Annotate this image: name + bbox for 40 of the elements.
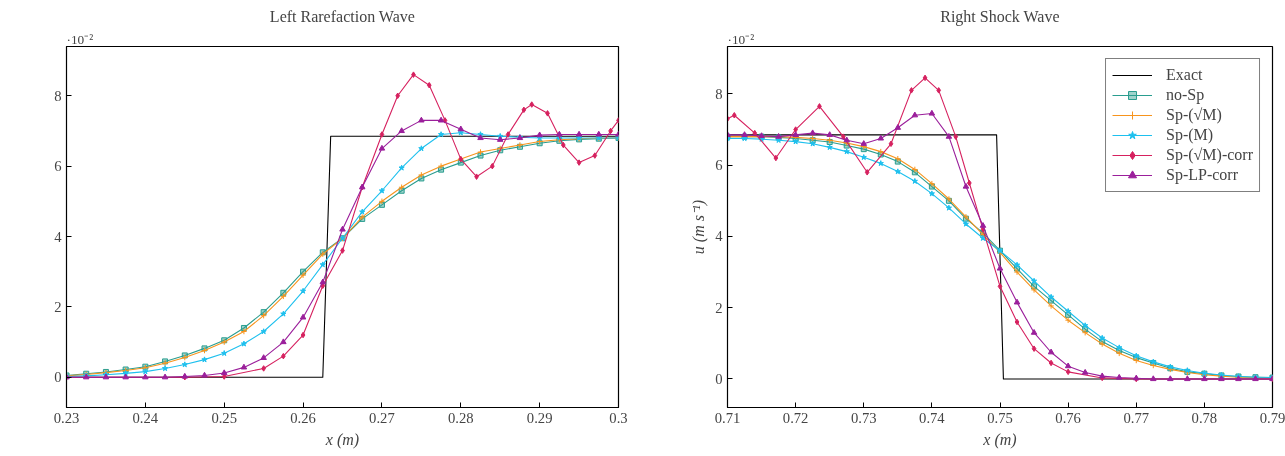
x-tick-label: 0.71	[714, 409, 741, 426]
y-tick-label: 6	[715, 157, 723, 174]
legend-label: Sp-(√M)	[1166, 106, 1222, 124]
x-tick-label: 0.26	[290, 409, 316, 426]
x-tick-label: 0.72	[782, 409, 809, 426]
x-tick-label: 0.77	[1123, 409, 1150, 426]
legend-label: no-Sp	[1166, 86, 1205, 104]
x-tick-label: 0.23	[53, 409, 80, 426]
annotation: ·10⁻²	[66, 31, 94, 47]
chart-title: Right Shock Wave	[940, 7, 1060, 26]
y-tick-label: 0	[54, 369, 62, 386]
x-tick-label: 0.73	[850, 409, 877, 426]
y-tick-label: 0	[715, 370, 723, 387]
x-tick-label: 0.79	[1259, 409, 1285, 426]
y-axis-title: u (m s⁻¹)	[690, 199, 709, 255]
text: ·10⁻²	[727, 31, 755, 47]
x-tick-label: 0.78	[1191, 409, 1218, 426]
x-axis-title: x (m)	[324, 430, 360, 449]
legend-label: Sp-(√M)-corr	[1166, 146, 1253, 164]
x-tick-label: 0.24	[132, 409, 159, 426]
y-tick-label: 8	[715, 85, 723, 102]
chart-title: Left Rarefaction Wave	[269, 7, 415, 25]
y-tick-label: 4	[54, 228, 63, 245]
legend-label: Sp-LP-corr	[1166, 166, 1238, 184]
x-tick-label: 0.74	[919, 409, 946, 426]
x-tick-label: 0.25	[211, 409, 238, 426]
x-tick-label: 0.75	[987, 409, 1013, 426]
x-tick-label: 0.76	[1055, 409, 1081, 426]
y-tick-label: 4	[715, 228, 724, 245]
y-tick-label: 6	[54, 158, 62, 175]
x-tick-label: 0.3	[609, 409, 628, 426]
y-tick-label: 2	[715, 299, 723, 316]
legend-label: Sp-(M)	[1166, 126, 1214, 144]
x-tick-label: 0.28	[447, 409, 474, 426]
x-tick-label: 0.29	[526, 409, 553, 426]
x-axis-title: x (m)	[982, 430, 1017, 449]
y-tick-label: 8	[54, 87, 62, 104]
legend-label: Exact	[1166, 66, 1203, 84]
y-tick-label: 2	[54, 298, 62, 315]
x-tick-label: 0.27	[369, 409, 395, 426]
